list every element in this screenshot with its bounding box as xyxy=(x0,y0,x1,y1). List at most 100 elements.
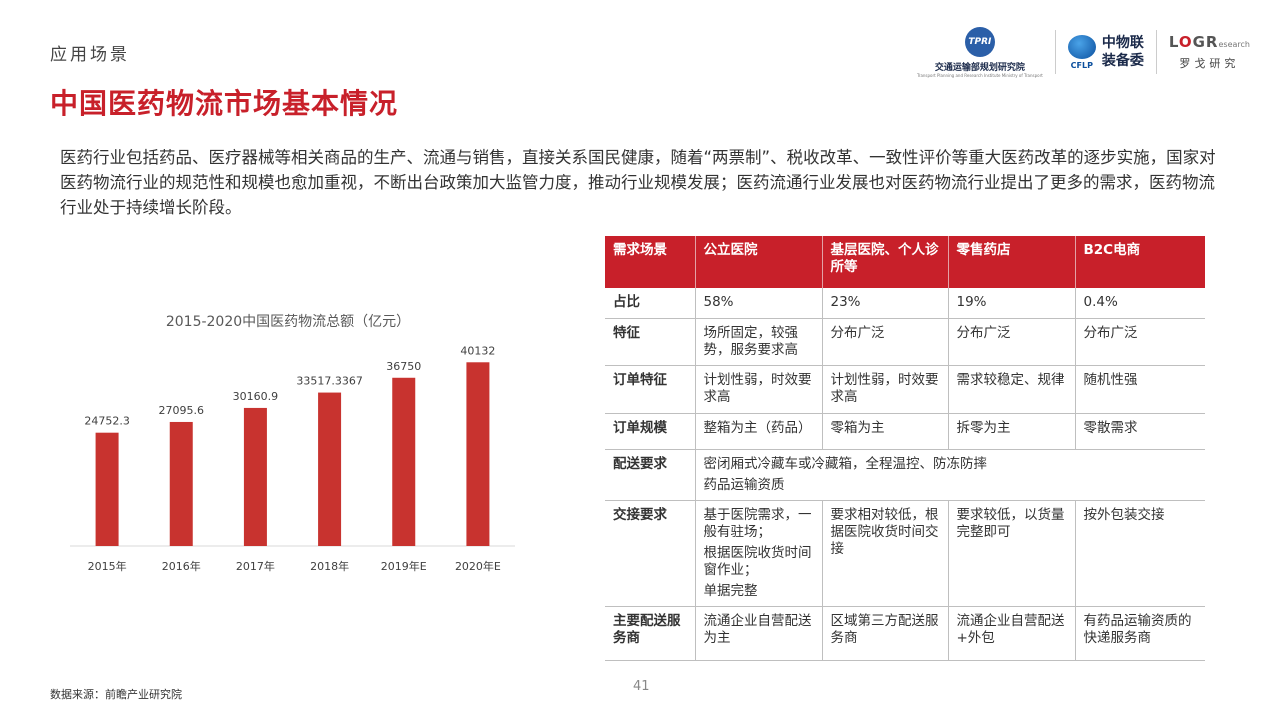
table-cell: 要求较低，以货量完整即可 xyxy=(947,500,1075,607)
bar xyxy=(318,392,342,546)
table-row: 占比 58% 23% 19% 0.4% xyxy=(605,288,1205,319)
data-label: 30160.9 xyxy=(233,390,279,403)
cflp-logo: CFLP 中物联 装备委 xyxy=(1067,34,1144,70)
row-label: 交接要求 xyxy=(605,500,695,607)
table-row: 订单规模 整箱为主（药品） 零箱为主 拆零为主 零散需求 xyxy=(605,413,1205,450)
logo-divider xyxy=(1155,30,1157,74)
cell-text: 单据完整 xyxy=(703,582,758,599)
cell-text: 23% xyxy=(830,294,861,310)
table-cell: 基于医院需求，一般有驻场； 根据医院收货时间窗作业； 单据完整 xyxy=(694,500,822,607)
cell-text: 计划性弱，时效要求高 xyxy=(830,371,939,405)
cell-text: 0.4% xyxy=(1083,294,1118,310)
table-header-row: 需求场景 公立医院 基层医院、个人诊所等 零售药店 B2C电商 xyxy=(605,236,1205,288)
x-tick-label: 2019年E xyxy=(381,559,427,573)
table-header-cell: 基层医院、个人诊所等 xyxy=(821,236,948,288)
cell-text: 流通企业自营配送+外包 xyxy=(956,612,1065,646)
cell-text: 分布广泛 xyxy=(830,324,885,341)
table-cell: 19% xyxy=(947,288,1075,319)
section-label: 应用场景 xyxy=(50,45,130,65)
x-tick-label: 2020年E xyxy=(455,559,501,573)
x-tick-label: 2017年 xyxy=(236,559,275,573)
x-tick-label: 2015年 xyxy=(88,559,127,573)
data-label: 33517.3367 xyxy=(296,375,362,388)
table-cell: 分布广泛 xyxy=(1074,318,1205,366)
page-number: 41 xyxy=(633,679,650,694)
table-row: 主要配送服务商 流通企业自营配送为主 区域第三方配送服务商 流通企业自营配送+外包 有药… xyxy=(605,606,1205,661)
cell-text: 流通企业自营配送为主 xyxy=(703,612,812,646)
table-cell: 区域第三方配送服务商 xyxy=(821,606,948,661)
table-cell: 23% xyxy=(821,288,948,319)
cell-text: 有药品运输资质的快递服务商 xyxy=(1083,612,1192,646)
row-label: 特征 xyxy=(605,318,695,366)
table-cell: 场所固定，较强势，服务要求高 xyxy=(694,318,822,366)
table-cell: 需求较稳定、规律 xyxy=(947,365,1075,414)
row-label: 配送要求 xyxy=(605,449,695,501)
row-label: 订单特征 xyxy=(605,365,695,414)
table-row: 交接要求 基于医院需求，一般有驻场； 根据医院收货时间窗作业； 单据完整 要求相对较低，… xyxy=(605,500,1205,607)
table-cell: 零散需求 xyxy=(1074,413,1205,450)
cell-text: 零散需求 xyxy=(1083,419,1138,436)
cell-text: 根据医院收货时间窗作业； xyxy=(703,544,812,578)
logr-logo: LOGResearch 罗戈研究 xyxy=(1169,33,1250,71)
cell-text: 计划性弱，时效要求高 xyxy=(703,371,812,405)
cell-text: 密闭厢式冷藏车或冷藏箱，全程温控、防冻防摔 xyxy=(703,455,988,472)
logr-wordmark: LOGResearch xyxy=(1168,33,1250,51)
cell-text: 要求较低，以货量完整即可 xyxy=(956,506,1065,540)
bar xyxy=(466,362,490,546)
cflp-abbr: CFLP xyxy=(1070,60,1093,70)
bar xyxy=(95,432,119,546)
cell-text: 基于医院需求，一般有驻场； xyxy=(703,506,812,540)
table-cell: 流通企业自营配送+外包 xyxy=(947,606,1075,661)
cell-text: 58% xyxy=(703,294,734,310)
cell-text: 区域第三方配送服务商 xyxy=(830,612,939,646)
table-cell: 整箱为主（药品） xyxy=(694,413,822,450)
cflp-globe-icon xyxy=(1067,34,1096,59)
tpri-name-en: Transport Planning and Research Institut… xyxy=(916,72,1043,78)
table-cell: 有药品运输资质的快递服务商 xyxy=(1074,606,1205,661)
cell-text: 按外包装交接 xyxy=(1083,506,1165,523)
table-cell: 58% xyxy=(694,288,822,319)
table-cell: 拆零为主 xyxy=(947,413,1075,450)
row-label: 占比 xyxy=(605,288,695,319)
table-cell: 计划性弱，时效要求高 xyxy=(821,365,948,414)
page-title: 中国医药物流市场基本情况 xyxy=(50,87,399,120)
bar xyxy=(243,407,267,546)
cell-text: 19% xyxy=(956,294,987,310)
data-label: 40132 xyxy=(460,344,495,357)
cell-text: 药品运输资质 xyxy=(703,476,785,493)
x-tick-label: 2016年 xyxy=(162,559,201,573)
table-header-cell: B2C电商 xyxy=(1074,236,1205,288)
bar xyxy=(392,377,416,546)
cell-text: 拆零为主 xyxy=(956,419,1011,436)
tpri-emblem-icon: TPRI xyxy=(964,26,995,57)
table-cell: 按外包装交接 xyxy=(1074,500,1205,607)
table-cell: 分布广泛 xyxy=(947,318,1075,366)
tpri-logo: TPRI 交通运输部规划研究院 Transport Planning and R… xyxy=(916,26,1043,78)
bar xyxy=(169,421,193,546)
logo-divider xyxy=(1054,30,1056,74)
row-label: 主要配送服务商 xyxy=(605,606,695,661)
intro-paragraph: 医药行业包括药品、医疗器械等相关商品的生产、流通与销售，直接关系国民健康，随着“… xyxy=(60,148,1216,217)
cell-text: 整箱为主（药品） xyxy=(703,419,812,436)
data-label: 24752.3 xyxy=(84,415,130,428)
cell-text: 分布广泛 xyxy=(956,324,1011,341)
table-cell: 随机性强 xyxy=(1074,365,1205,414)
chart-title: 2015-2020中国医药物流总额（亿元） xyxy=(166,314,410,330)
cell-text: 场所固定，较强势，服务要求高 xyxy=(703,324,799,358)
cell-text: 需求较稳定、规律 xyxy=(956,371,1065,388)
table-row: 订单特征 计划性弱，时效要求高 计划性弱，时效要求高 需求较稳定、规律 随机性强 xyxy=(605,365,1205,414)
logr-name-cn: 罗戈研究 xyxy=(1179,57,1240,70)
cell-text: 分布广泛 xyxy=(1083,324,1138,341)
table-cell: 分布广泛 xyxy=(821,318,948,366)
table-header-cell: 需求场景 xyxy=(605,236,695,288)
table-cell: 零箱为主 xyxy=(821,413,948,450)
data-label: 27095.6 xyxy=(159,404,205,417)
data-label: 36750 xyxy=(386,360,421,373)
x-tick-label: 2018年 xyxy=(310,559,349,573)
table-header-cell: 零售药店 xyxy=(947,236,1075,288)
tpri-name-cn: 交通运输部规划研究院 xyxy=(934,62,1025,73)
table-row: 配送要求 密闭厢式冷藏车或冷藏箱，全程温控、防冻防摔 药品运输资质 xyxy=(605,449,1205,501)
logo-bar: TPRI 交通运输部规划研究院 Transport Planning and R… xyxy=(917,24,1250,80)
row-label: 订单规模 xyxy=(605,413,695,450)
table-cell: 要求相对较低，根据医院收货时间交接 xyxy=(821,500,948,607)
